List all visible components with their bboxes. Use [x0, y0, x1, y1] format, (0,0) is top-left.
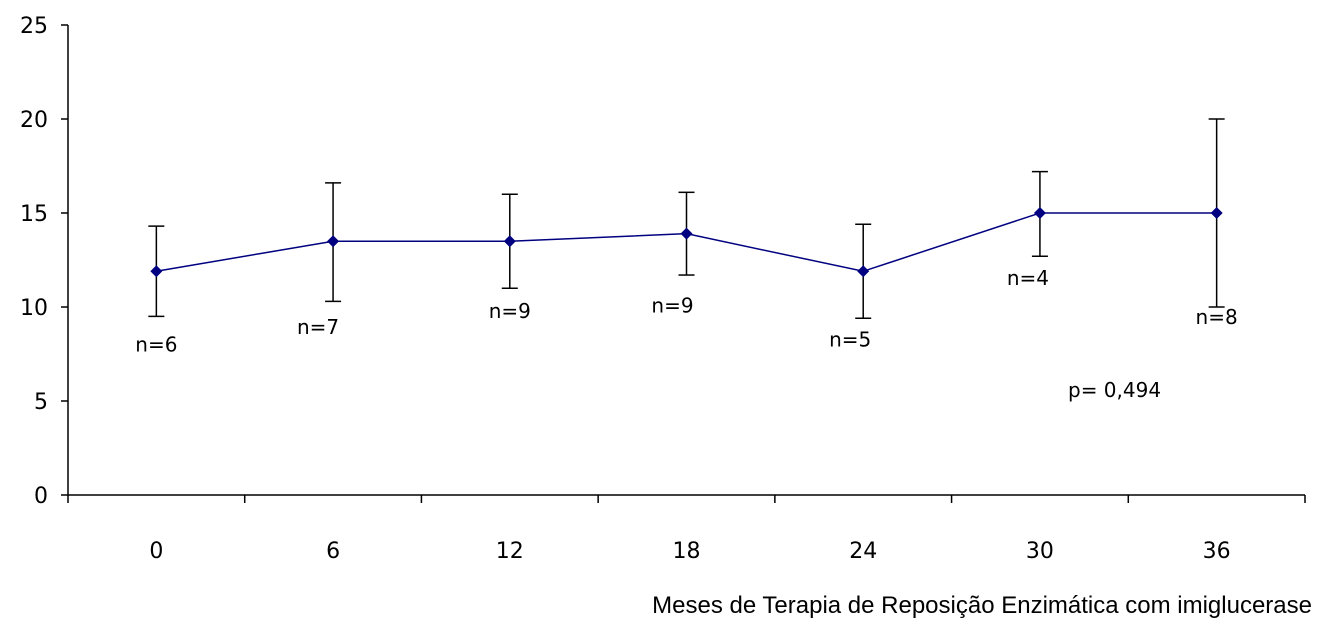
data-point-marker: [857, 265, 870, 278]
y-tick-label: 15: [20, 202, 48, 227]
n-label: n=7: [297, 315, 339, 339]
x-tick-label: 30: [1026, 539, 1054, 564]
x-tick-label: 36: [1203, 539, 1231, 564]
y-tick-label: 20: [20, 108, 48, 133]
x-tick-label: 12: [496, 539, 524, 564]
series-line-group: [150, 207, 1223, 278]
data-point-marker: [150, 265, 163, 278]
axes: 0 5 10 15 20 25 0 6 12 18 24 30 36: [20, 14, 1306, 564]
p-value-annotation: p= 0,494: [1068, 378, 1161, 402]
x-axis-label: Meses de Terapia de Reposição Enzimática…: [652, 592, 1312, 619]
data-point-marker: [503, 235, 516, 248]
n-label: n=9: [651, 294, 693, 318]
n-label: n=5: [829, 327, 871, 351]
data-labels: n=6 n=7 n=9 n=9 n=5 n=4 n=8: [135, 266, 1237, 356]
n-label: n=8: [1196, 305, 1238, 329]
data-point-marker: [1033, 207, 1046, 219]
n-label: n=6: [135, 332, 177, 356]
y-tick-label: 25: [20, 14, 48, 39]
x-tick-label: 6: [326, 539, 340, 564]
n-label: n=9: [489, 299, 531, 323]
data-point-marker: [327, 235, 340, 248]
y-tick-label: 5: [34, 390, 48, 415]
error-bars: [148, 118, 1225, 320]
x-tick-label: 0: [149, 539, 163, 564]
data-point-marker: [680, 227, 693, 240]
y-tick-label: 10: [20, 296, 48, 321]
data-point-marker: [1210, 207, 1223, 219]
x-tick-label: 24: [849, 539, 877, 564]
x-tick-label: 18: [673, 539, 701, 564]
y-tick-label: 0: [34, 484, 48, 509]
n-label: n=4: [1007, 266, 1049, 290]
